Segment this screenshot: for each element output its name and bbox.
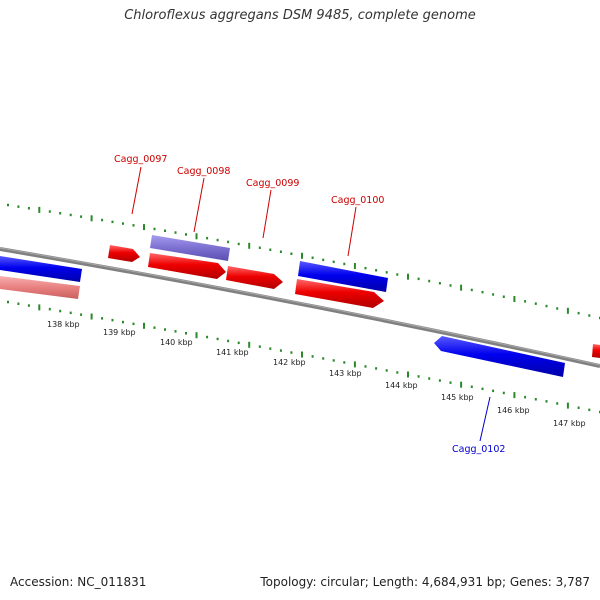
- genome-backbone: [0, 247, 600, 368]
- accession-label: Accession: NC_011831: [10, 575, 147, 589]
- map-title: Chloroflexus aggregans DSM 9485, complet…: [124, 8, 476, 23]
- scale-label: 147 kbp: [553, 419, 586, 428]
- scale-label: 141 kbp: [216, 348, 249, 357]
- gene-label-cagg-0099[interactable]: Cagg_0099: [246, 178, 299, 189]
- scale-label: 139 kbp: [103, 328, 136, 337]
- gene-label-cagg-0102[interactable]: Cagg_0102: [452, 444, 505, 455]
- genome-summary: Topology: circular; Length: 4,684,931 bp…: [260, 575, 590, 589]
- gene-label-cagg-0097[interactable]: Cagg_0097: [114, 154, 167, 165]
- gene-label-cagg-0100[interactable]: Cagg_0100: [331, 195, 384, 206]
- cds-feature-forward[interactable]: [108, 245, 140, 262]
- label-leaders: [131, 166, 491, 442]
- cds-feature-purple[interactable]: [150, 235, 230, 261]
- gene-features: [0, 235, 600, 377]
- scale-label: 144 kbp: [385, 381, 418, 390]
- tick-row-outer: [7, 203, 600, 320]
- scale-label: 143 kbp: [329, 369, 362, 378]
- cds-feature-pink[interactable]: [0, 276, 80, 299]
- cds-feature-forward[interactable]: [295, 279, 384, 308]
- cds-feature-forward[interactable]: [226, 266, 283, 289]
- cds-feature-forward[interactable]: [592, 344, 600, 358]
- cds-feature-reverse[interactable]: [298, 261, 388, 292]
- scale-label: 146 kbp: [497, 406, 530, 415]
- scale-label: 142 kbp: [273, 358, 306, 367]
- scale-label: 140 kbp: [160, 338, 193, 347]
- scale-label: 145 kbp: [441, 393, 474, 402]
- scale-label: 138 kbp: [47, 320, 80, 329]
- scale-labels: 138 kbp 139 kbp 140 kbp 141 kbp 142 kbp …: [47, 320, 586, 428]
- gene-label-cagg-0098[interactable]: Cagg_0098: [177, 166, 230, 177]
- cds-feature-reverse[interactable]: [434, 336, 565, 377]
- cds-feature-forward[interactable]: [148, 253, 226, 279]
- tick-row-inner: [7, 300, 600, 414]
- cds-feature-reverse[interactable]: [0, 256, 82, 282]
